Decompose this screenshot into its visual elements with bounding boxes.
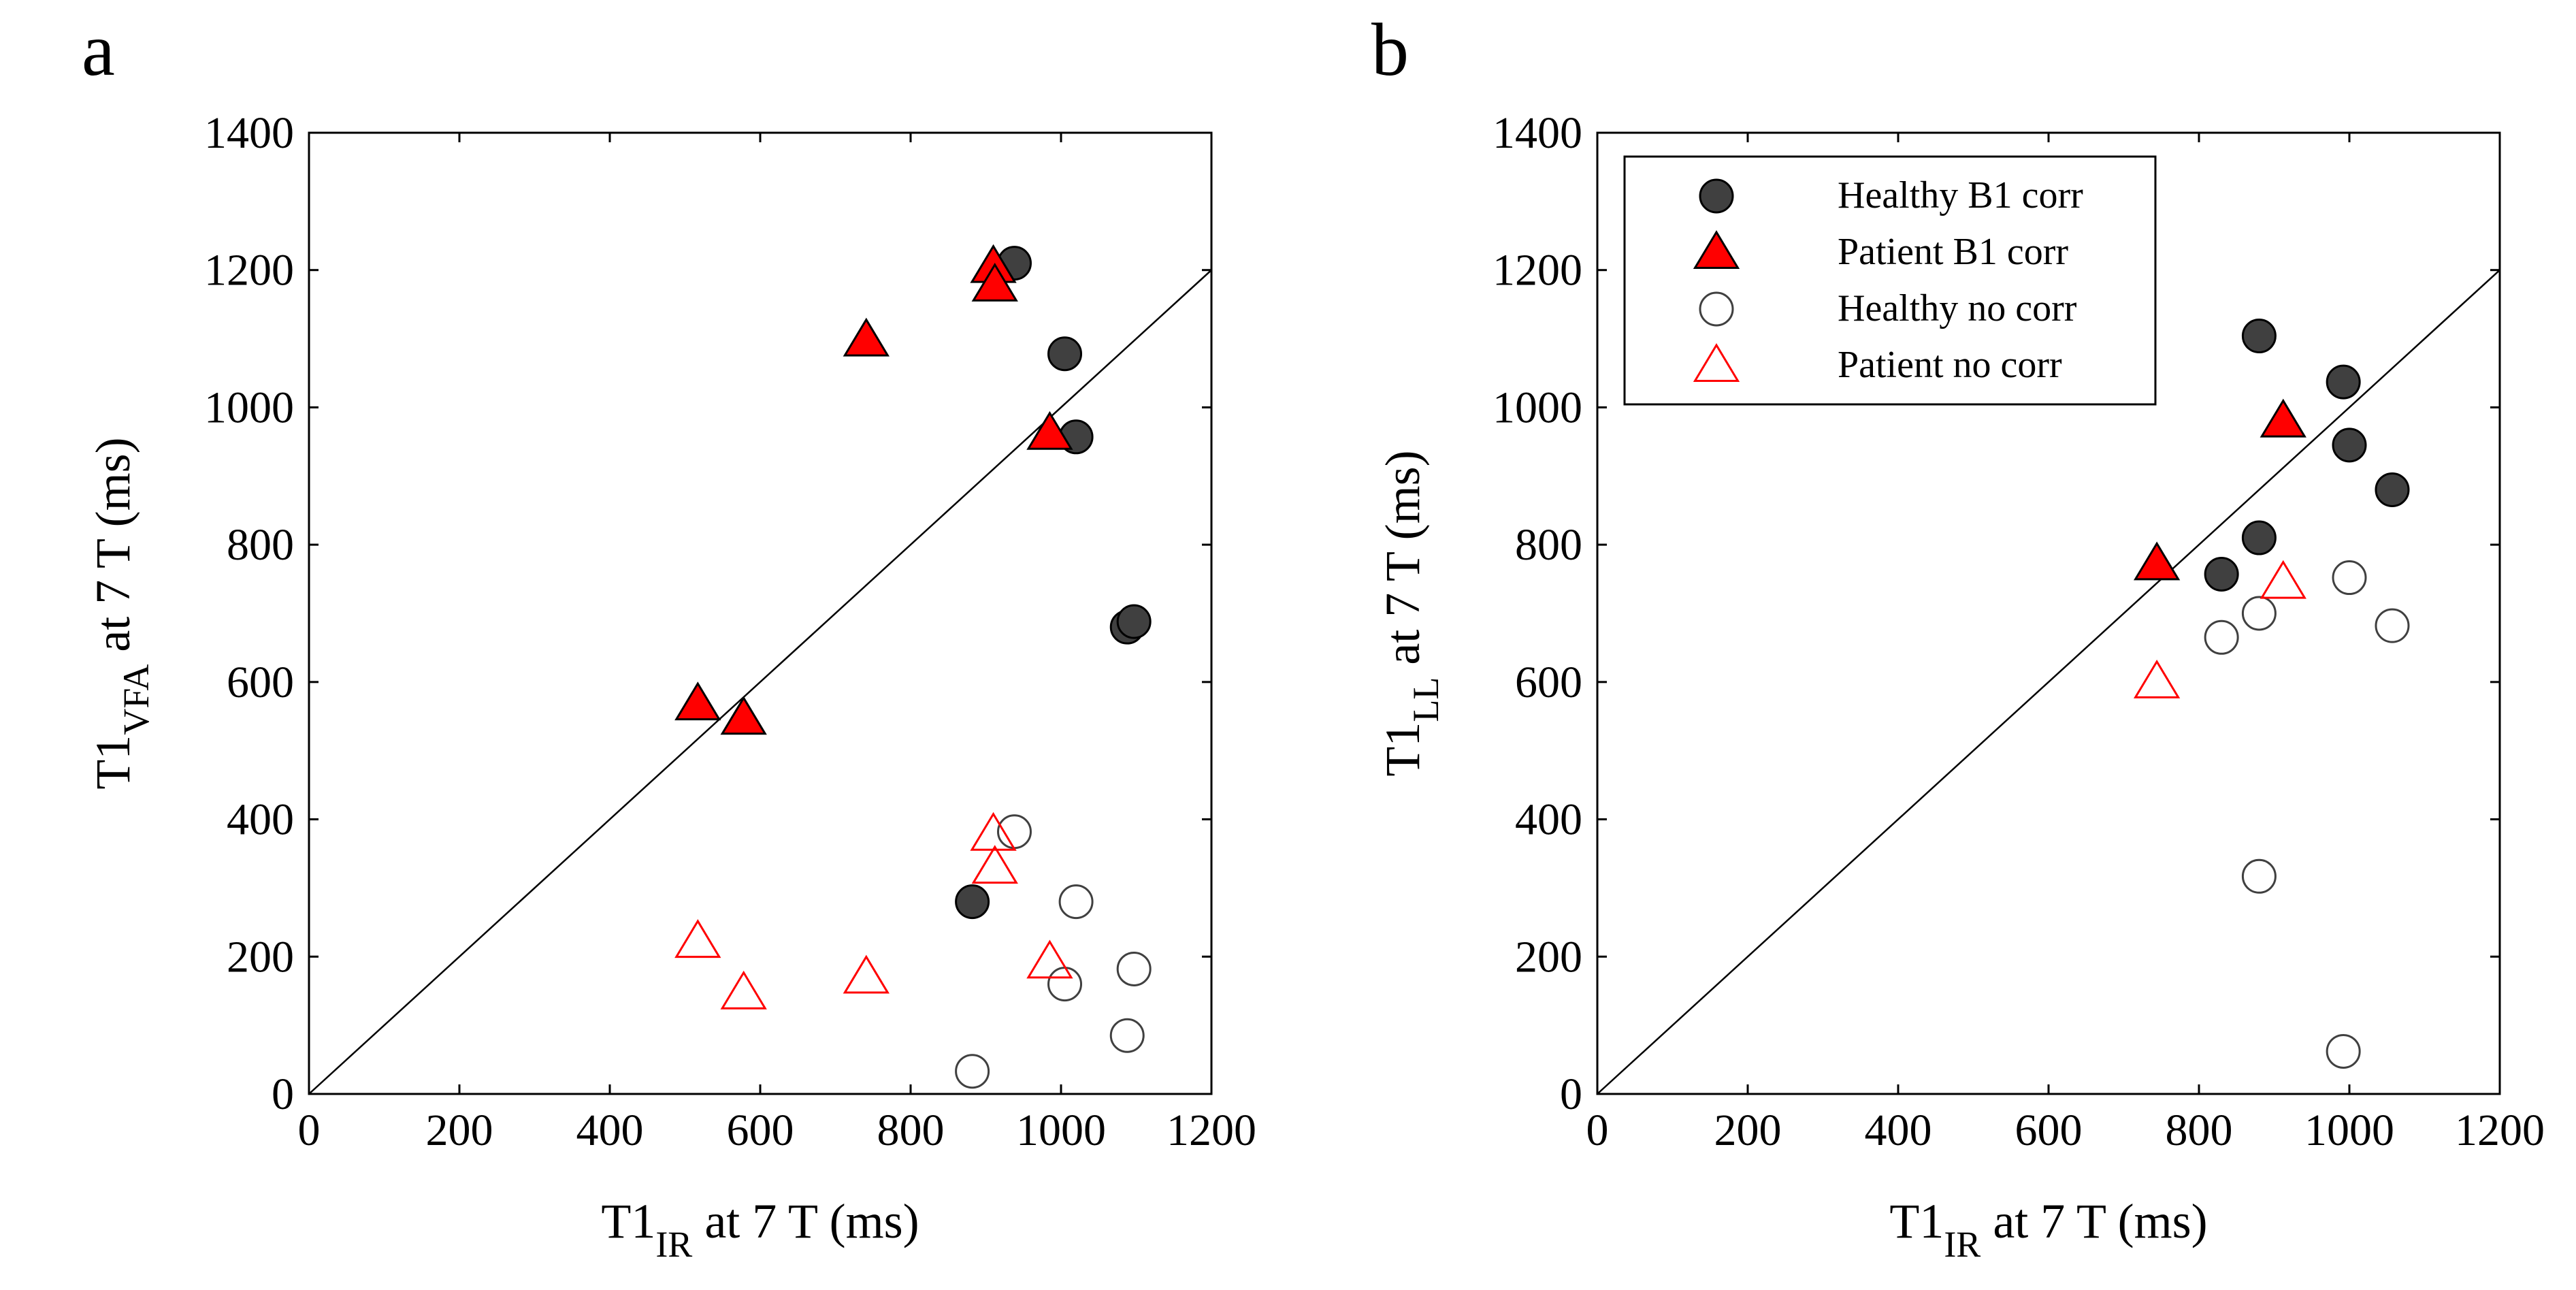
legend-marker-patient-b1-corr bbox=[1693, 230, 1740, 269]
panel-a-point-patient-no-corr bbox=[970, 811, 1017, 851]
panel-b-ylabel: T1LL at 7 T (ms) bbox=[1375, 450, 1446, 776]
panel-b-point-healthy-no-corr bbox=[2326, 1033, 2361, 1069]
panel-a-ytick-label: 0 bbox=[272, 1069, 294, 1119]
panel-b-ytick-label: 800 bbox=[1515, 520, 1582, 570]
legend-entry-patient-b1-corr: Patient B1 corr bbox=[1693, 230, 2068, 273]
panel-b-point-healthy-no-corr bbox=[2332, 560, 2367, 596]
panel-b: b 0 200 400 600 800 1000 1200 0 200 400 600 800 1000… bbox=[1371, 8, 2545, 1265]
panel-a-xtick-label: 1000 bbox=[1016, 1106, 1106, 1155]
panel-a-point-healthy-no-corr bbox=[1116, 951, 1152, 986]
panel-a-xtick-label: 200 bbox=[426, 1106, 493, 1155]
panel-a-point-healthy-b1-corr bbox=[1047, 336, 1083, 372]
panel-a-xtick-label: 0 bbox=[298, 1106, 321, 1155]
legend-marker-patient-b1-corr bbox=[1693, 230, 1740, 269]
legend-marker-healthy-b1-corr bbox=[1699, 178, 1734, 214]
panel-b-xtick-label: 200 bbox=[1714, 1106, 1782, 1155]
panel-b-ytick-label: 1200 bbox=[1493, 246, 1582, 295]
panel-b-xtick-label: 800 bbox=[2166, 1106, 2233, 1155]
panel-a-point-patient-no-corr bbox=[1026, 939, 1073, 979]
panel-b-point-healthy-no-corr bbox=[2241, 596, 2277, 631]
panel-b-point-healthy-no-corr bbox=[2241, 858, 2277, 894]
legend-label-healthy-no-corr: Healthy no corr bbox=[1838, 287, 2077, 329]
panel-a-xtick-label: 600 bbox=[727, 1106, 794, 1155]
panel-a-point-healthy-b1-corr bbox=[955, 884, 990, 920]
panel-b-xtick-label: 1000 bbox=[2304, 1106, 2394, 1155]
panel-b-letter: b bbox=[1371, 8, 1409, 91]
panel-b-xtick-label: 600 bbox=[2015, 1106, 2083, 1155]
panel-b-xlabel: T1IR at 7 T (ms) bbox=[1889, 1194, 2207, 1265]
panel-a-xtick-label: 400 bbox=[576, 1106, 644, 1155]
panel-a-point-patient-b1-corr bbox=[674, 681, 721, 721]
panel-a-identity-line bbox=[308, 269, 1212, 1095]
panel-a-ylabel: T1VFA at 7 T (ms) bbox=[86, 437, 157, 789]
panel-b-point-healthy-b1-corr bbox=[2375, 472, 2410, 507]
panel-a-point-patient-b1-corr bbox=[1026, 410, 1073, 450]
panel-a-ytick-label: 800 bbox=[227, 520, 294, 570]
panel-a-markers bbox=[674, 244, 1152, 1089]
panel-a-ytick-label: 400 bbox=[227, 795, 294, 845]
panel-a-point-patient-b1-corr bbox=[720, 696, 767, 735]
panel-b-ytick-label: 600 bbox=[1515, 658, 1582, 707]
panel-b-ytick-label: 0 bbox=[1560, 1069, 1582, 1119]
panel-b-point-healthy-b1-corr bbox=[2241, 520, 2277, 555]
panel-a-ytick-label: 1000 bbox=[204, 383, 294, 432]
legend-marker-healthy-no-corr bbox=[1699, 291, 1734, 327]
panel-b-point-healthy-b1-corr bbox=[2332, 428, 2367, 463]
panel-b-point-healthy-b1-corr bbox=[2241, 319, 2277, 354]
legend-entry-healthy-b1-corr: Healthy B1 corr bbox=[1699, 174, 2083, 216]
panel-a-point-patient-no-corr bbox=[971, 845, 1018, 884]
panel-a-letter: a bbox=[82, 8, 115, 91]
legend-entry-healthy-no-corr: Healthy no corr bbox=[1699, 287, 2077, 329]
panel-a-point-healthy-no-corr bbox=[955, 1054, 990, 1089]
legend-label-patient-no-corr: Patient no corr bbox=[1838, 344, 2062, 386]
legend-entry-patient-no-corr: Patient no corr bbox=[1693, 343, 2062, 386]
panel-a-point-healthy-b1-corr bbox=[1116, 604, 1152, 639]
panel-b-point-patient-no-corr bbox=[2260, 560, 2306, 599]
panel-b-ytick-label: 400 bbox=[1515, 795, 1582, 845]
panel-b-point-healthy-b1-corr bbox=[2326, 364, 2361, 400]
legend-label-healthy-b1-corr: Healthy B1 corr bbox=[1838, 174, 2083, 216]
panel-b-point-healthy-no-corr bbox=[2204, 619, 2239, 655]
panel-a-ytick-label: 1200 bbox=[204, 246, 294, 295]
panel-b-xtick-label: 1200 bbox=[2455, 1106, 2545, 1155]
panel-a-point-patient-no-corr bbox=[720, 970, 767, 1010]
panel-a-axes-box bbox=[308, 131, 1213, 1095]
panel-b-point-patient-no-corr bbox=[2133, 659, 2181, 698]
panel-a-point-patient-b1-corr bbox=[843, 317, 890, 357]
legend-label-patient-b1-corr: Patient B1 corr bbox=[1838, 231, 2068, 273]
panel-a-ticks: 0 200 400 600 800 1000 1200 0 200 400 600 800 1000 12… bbox=[204, 108, 1256, 1155]
panel-a: a 0 200 400 600 800 1000 1200 0 200 400 600 800 1000… bbox=[82, 8, 1256, 1265]
panel-b-markers bbox=[2133, 319, 2410, 1069]
panel-a-ytick-label: 1400 bbox=[204, 108, 294, 158]
panel-a-xtick-label: 800 bbox=[877, 1106, 945, 1155]
panel-b-point-patient-b1-corr bbox=[2260, 398, 2306, 438]
legend-marker-patient-no-corr bbox=[1693, 343, 1740, 382]
panel-b-ytick-label: 1400 bbox=[1493, 108, 1582, 158]
panel-b-point-patient-b1-corr bbox=[2133, 541, 2181, 581]
panel-b-ticks: 0 200 400 600 800 1000 1200 0 200 400 600 800 1000 12… bbox=[1493, 108, 2545, 1155]
panel-b-ytick-label: 1000 bbox=[1493, 383, 1582, 432]
panel-a-point-healthy-no-corr bbox=[1109, 1018, 1145, 1053]
panel-a-ytick-label: 600 bbox=[227, 658, 294, 707]
legend: Healthy B1 corr Patient B1 corr Healthy … bbox=[1623, 155, 2157, 406]
legend-marker-patient-no-corr bbox=[1693, 343, 1740, 382]
panel-a-point-healthy-no-corr bbox=[1047, 967, 1083, 1002]
panel-a-xtick-label: 1200 bbox=[1167, 1106, 1256, 1155]
panel-a-point-patient-no-corr bbox=[674, 919, 721, 958]
panel-b-point-healthy-b1-corr bbox=[2204, 557, 2239, 592]
legend-marker-healthy-no-corr bbox=[1699, 291, 1734, 327]
panel-a-xlabel: T1IR at 7 T (ms) bbox=[601, 1194, 919, 1265]
panel-a-point-patient-no-corr bbox=[843, 954, 890, 994]
legend-marker-healthy-b1-corr bbox=[1699, 178, 1734, 214]
panel-b-identity-line bbox=[1597, 269, 2500, 1095]
panel-b-xtick-label: 0 bbox=[1586, 1106, 1609, 1155]
panel-b-point-healthy-no-corr bbox=[2375, 608, 2410, 643]
panel-b-xtick-label: 400 bbox=[1865, 1106, 1932, 1155]
panel-a-point-healthy-no-corr bbox=[1058, 884, 1094, 920]
panel-a-point-patient-b1-corr bbox=[971, 262, 1018, 302]
panel-a-ytick-label: 200 bbox=[227, 932, 294, 982]
panel-b-ytick-label: 200 bbox=[1515, 932, 1582, 982]
